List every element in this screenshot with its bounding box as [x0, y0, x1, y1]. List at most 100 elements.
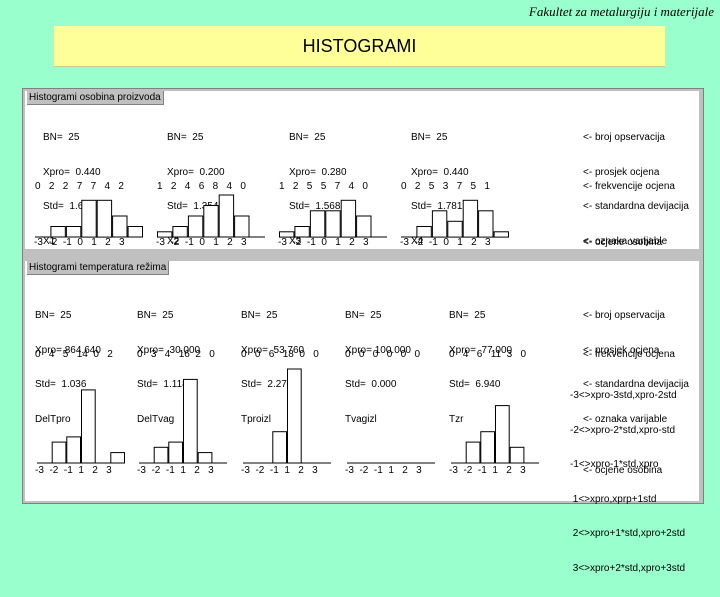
histogram-bar [309, 210, 326, 238]
histogram-bar [112, 215, 128, 238]
stat-std: Std= 0.000 [345, 379, 397, 390]
histogram-bar [81, 199, 97, 238]
histogram-stats: BN= 25 Xpro= 30.000 Std= 1.118 DelTvag [137, 287, 200, 448]
histogram-chart [243, 368, 331, 464]
histogram-stats: BN= 25 Xpro= 0.440 Std= 1.781 X4 [411, 109, 469, 270]
stats-legend: <- broj opservacija <- prosjek ocjena <-… [583, 109, 689, 270]
histogram-bar [416, 226, 432, 238]
range-item: 3<>xpro+2*std,xpro+3std [570, 562, 686, 574]
histogram-bar [218, 194, 235, 238]
frequency-legend: <- frekvencije ocjena [583, 349, 675, 360]
legend-item: <- standardna devijacija [583, 201, 689, 212]
stat-std: Std= 1.781 [411, 201, 463, 212]
histogram-bar [153, 446, 169, 464]
histogram-bar [495, 405, 510, 464]
histogram-bar [279, 231, 295, 238]
stat-bn: BN= 25 [35, 310, 72, 321]
stat-std: Std= 1.118 [137, 379, 188, 390]
stat-xpro: Xpro= 0.280 [289, 166, 347, 178]
ranges-legend: -3<>xpro-3std,xpro-2std -2<>xpro-2*std,x… [570, 367, 685, 597]
temperature-histograms-panel: Histogrami temperatura režima BN= 25 Xpr… [25, 261, 699, 574]
ticks-legend: <- ocjene osobina [583, 237, 663, 248]
stat-xpro: Xpro= 0.440 [43, 166, 101, 178]
histogram-bar [50, 226, 66, 238]
histogram-bar [157, 231, 173, 238]
legend-item: <- standardna devijacija [583, 379, 689, 390]
histogram-bar [340, 199, 357, 238]
histogram-bar [272, 431, 287, 464]
stat-xpro: Xpro= 30.000 [137, 344, 201, 356]
page-title: HISTOGRAMI [302, 36, 417, 56]
histogram-bar [462, 199, 479, 238]
stat-variable: Tproizl [241, 413, 272, 425]
tick-row: -3 -2 -1 1 2 3 [137, 465, 214, 476]
histogram-chart [35, 199, 143, 238]
stat-bn: BN= 25 [241, 310, 278, 321]
legend-item: <- prosjek ocjena [583, 344, 660, 356]
frequency-row: 0 0 6 18 0 0 [241, 349, 319, 360]
stat-xpro: Xpro= 77.000 [449, 344, 513, 356]
histogram-bar [509, 446, 525, 464]
frequency-row: 1 2 4 6 8 4 0 [157, 181, 246, 192]
tick-row: -3 -2 -1 1 2 3 [345, 465, 422, 476]
histogram-bar [234, 215, 250, 238]
tick-row: -3 -2 -1 1 2 3 [35, 465, 112, 476]
stat-variable: Tzr [449, 413, 464, 425]
histogram-chart [157, 194, 265, 238]
frequency-legend: <- frekvencije ocjena [583, 181, 675, 192]
histogram-bar [287, 368, 302, 464]
frequency-row: 0 0 0 0 0 0 [345, 349, 421, 360]
legend-item: <- broj opservacija [583, 310, 665, 321]
histogram-stats: BN= 25 Xpro= 53.760 Std= 2.278 Tproizl [241, 287, 304, 448]
histogram-bar [51, 441, 67, 464]
tick-row: -3 -2 -1 1 2 3 [449, 465, 526, 476]
range-item: -1<>xpro-1*std,xpro [570, 459, 659, 470]
stat-variable: DelTvag [137, 413, 175, 425]
stat-std: Std= 1.036 [35, 379, 87, 390]
histogram-stats: BN= 25 Xpro= 77.000 Std= 6.940 Tzr [449, 287, 512, 448]
stat-xpro: Xpro= 0.200 [167, 166, 225, 178]
stat-xpro: Xpro= 0.440 [411, 166, 469, 178]
stat-bn: BN= 25 [449, 310, 486, 321]
histogram-chart [37, 389, 126, 464]
stat-xpro: Xpro= 100.000 [345, 344, 411, 356]
stat-variable: X2 [167, 235, 180, 247]
histogram-window: Histogrami osobina proizvoda BN= 25 Xpro… [22, 88, 704, 574]
stat-xpro: Xpro= 864.640 [35, 344, 101, 356]
panel-title: Histogrami osobina proizvoda [27, 91, 164, 105]
stat-variable: X4 [411, 235, 424, 247]
product-histograms-panel: Histogrami osobina proizvoda BN= 25 Xpro… [25, 91, 699, 249]
stat-variable: DelTpro [35, 413, 71, 425]
tick-row: -3 -2 -1 0 1 2 3 [278, 237, 369, 248]
stat-std: Std= 1.568 [289, 201, 341, 212]
tick-row: -3 -2 -1 1 2 3 [241, 465, 318, 476]
histogram-bar [168, 441, 183, 464]
tick-row: -3 -2 -1 0 1 2 3 [156, 237, 247, 248]
range-item: 1<>xpro,xprp+1std [570, 493, 657, 505]
histogram-bar [480, 431, 495, 464]
stat-bn: BN= 25 [289, 132, 326, 143]
title-banner: HISTOGRAMI [54, 26, 665, 67]
histogram-bar [65, 226, 82, 238]
tick-row: -3 -2 -1 0 1 2 3 [34, 237, 125, 248]
histogram-stats: BN= 25 Xpro= 864.640 Std= 1.036 DelTpro [35, 287, 101, 448]
stat-bn: BN= 25 [43, 132, 80, 143]
legend-item: <- oznaka varijable [583, 413, 668, 425]
histogram-bar [203, 205, 219, 238]
histogram-bar [478, 210, 494, 238]
stat-std: Std= 6.940 [449, 379, 501, 390]
histogram-bar [96, 199, 113, 238]
stat-bn: BN= 25 [345, 310, 382, 321]
stat-variable: X1 [43, 235, 56, 247]
stat-variable: Tvagizl [345, 413, 377, 425]
legend-item: <- oznaka varijable [583, 235, 668, 247]
frequency-row: 0 4 5 14 0 2 [35, 349, 113, 360]
histogram-bar [187, 215, 204, 238]
histogram-chart [401, 199, 509, 238]
panel-title: Histogrami temperatura režima [27, 261, 170, 275]
tick-row: -3 -2 -1 0 1 2 3 [400, 237, 491, 248]
histogram-chart [347, 462, 435, 464]
histogram-chart [451, 405, 539, 464]
range-item: -3<>xpro-3std,xpro-2std [570, 390, 677, 401]
stat-bn: BN= 25 [137, 310, 174, 321]
